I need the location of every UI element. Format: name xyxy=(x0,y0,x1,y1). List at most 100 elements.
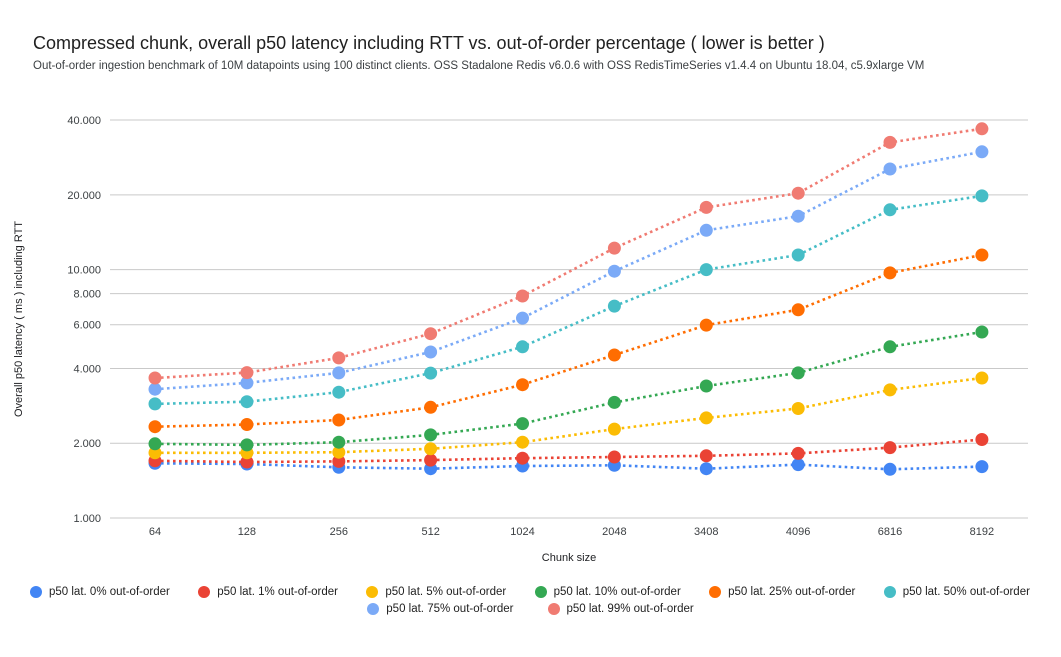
data-point[interactable] xyxy=(240,418,254,431)
data-point[interactable] xyxy=(516,289,529,303)
data-point[interactable] xyxy=(699,379,713,393)
data-point[interactable] xyxy=(148,446,162,460)
x-tick-label: 4096 xyxy=(786,526,810,538)
data-point[interactable] xyxy=(975,145,989,159)
data-point[interactable] xyxy=(424,428,438,442)
x-tick-label: 2048 xyxy=(602,526,626,538)
data-point[interactable] xyxy=(791,248,805,262)
data-point[interactable] xyxy=(516,378,529,392)
data-point[interactable] xyxy=(424,442,438,456)
chart-subtitle: Out-of-order ingestion benchmark of 10M … xyxy=(33,60,925,72)
data-point[interactable] xyxy=(516,435,529,449)
data-point[interactable] xyxy=(791,303,805,317)
data-point[interactable] xyxy=(975,371,989,385)
data-point[interactable] xyxy=(699,318,713,332)
legend-item[interactable]: p50 lat. 25% out-of-order xyxy=(709,586,855,598)
data-point[interactable] xyxy=(332,385,346,399)
series-line xyxy=(154,462,982,471)
data-point[interactable] xyxy=(883,266,897,280)
data-point[interactable] xyxy=(516,417,529,431)
series-line xyxy=(154,194,983,406)
data-point[interactable] xyxy=(883,340,897,354)
data-point[interactable] xyxy=(148,382,162,396)
data-point[interactable] xyxy=(607,422,621,436)
x-tick-label: 6816 xyxy=(878,526,902,538)
y-tick-label: 10.000 xyxy=(67,265,101,277)
data-point[interactable] xyxy=(516,340,529,354)
data-point[interactable] xyxy=(791,366,805,380)
data-point[interactable] xyxy=(332,435,346,449)
data-point[interactable] xyxy=(791,458,805,472)
data-point[interactable] xyxy=(424,400,438,414)
data-point[interactable] xyxy=(699,449,713,463)
series-line xyxy=(155,376,983,455)
legend-marker-icon xyxy=(547,603,560,615)
data-point[interactable] xyxy=(975,122,989,136)
data-point[interactable] xyxy=(240,438,254,452)
data-point[interactable] xyxy=(607,450,621,464)
legend-item[interactable]: p50 lat. 50% out-of-order xyxy=(883,586,1030,598)
data-point[interactable] xyxy=(699,200,713,214)
legend-marker-icon xyxy=(366,586,379,598)
y-tick-label: 40.000 xyxy=(67,115,101,127)
data-point[interactable] xyxy=(791,209,805,223)
data-point[interactable] xyxy=(148,420,162,434)
legend-item[interactable]: p50 lat. 1% out-of-order xyxy=(198,586,338,598)
data-point[interactable] xyxy=(148,397,162,411)
data-point[interactable] xyxy=(424,345,438,359)
data-point[interactable] xyxy=(883,462,897,476)
data-point[interactable] xyxy=(607,264,621,278)
data-point[interactable] xyxy=(607,241,621,255)
x-tick-label: 3408 xyxy=(694,526,718,538)
data-point[interactable] xyxy=(607,395,621,409)
data-point[interactable] xyxy=(975,433,989,446)
data-point[interactable] xyxy=(791,402,805,415)
x-tick-label: 512 xyxy=(421,526,439,538)
data-point[interactable] xyxy=(240,366,254,380)
data-point[interactable] xyxy=(240,376,254,390)
chart-legend: p50 lat. 0% out-of-order p50 lat. 1% out-… xyxy=(0,586,1061,615)
legend-item[interactable]: p50 lat. 10% out-of-order xyxy=(534,586,681,598)
data-point[interactable] xyxy=(240,395,254,409)
legend-marker-icon xyxy=(367,603,380,615)
data-point[interactable] xyxy=(424,327,438,341)
x-tick-label: 1024 xyxy=(510,526,534,538)
data-point[interactable] xyxy=(699,223,713,237)
data-point[interactable] xyxy=(516,451,529,465)
data-point[interactable] xyxy=(424,366,438,380)
legend-item[interactable]: p50 lat. 0% out-of-order xyxy=(30,586,170,598)
data-point[interactable] xyxy=(791,446,805,460)
data-point[interactable] xyxy=(607,299,621,313)
data-point[interactable] xyxy=(975,325,989,339)
legend-item[interactable]: p50 lat. 75% out-of-order xyxy=(367,603,514,615)
legend-item[interactable]: p50 lat. 99% out-of-order xyxy=(547,603,694,615)
data-point[interactable] xyxy=(332,413,346,427)
data-point[interactable] xyxy=(883,135,897,149)
data-point[interactable] xyxy=(240,455,254,469)
data-point[interactable] xyxy=(975,248,989,262)
data-point[interactable] xyxy=(699,462,713,476)
data-point[interactable] xyxy=(148,437,162,451)
data-point[interactable] xyxy=(975,460,989,474)
data-point[interactable] xyxy=(332,351,346,365)
data-point[interactable] xyxy=(883,162,897,176)
data-point[interactable] xyxy=(791,186,805,200)
data-point[interactable] xyxy=(883,383,897,397)
data-point[interactable] xyxy=(332,366,346,380)
legend-item[interactable]: p50 lat. 5% out-of-order xyxy=(366,586,506,598)
data-point[interactable] xyxy=(699,263,713,277)
y-tick-label: 4.000 xyxy=(73,363,101,375)
data-point[interactable] xyxy=(332,445,346,459)
series-line xyxy=(154,253,983,428)
x-tick-label: 8192 xyxy=(970,526,994,538)
data-point[interactable] xyxy=(883,441,897,455)
data-point[interactable] xyxy=(148,371,162,385)
data-point[interactable] xyxy=(607,348,621,362)
data-point[interactable] xyxy=(883,203,897,217)
data-point[interactable] xyxy=(332,454,346,468)
data-point[interactable] xyxy=(975,189,989,203)
data-point[interactable] xyxy=(516,311,529,325)
legend-label: p50 lat. 99% out-of-order xyxy=(566,603,694,615)
data-point[interactable] xyxy=(424,453,438,467)
data-point[interactable] xyxy=(699,411,713,425)
